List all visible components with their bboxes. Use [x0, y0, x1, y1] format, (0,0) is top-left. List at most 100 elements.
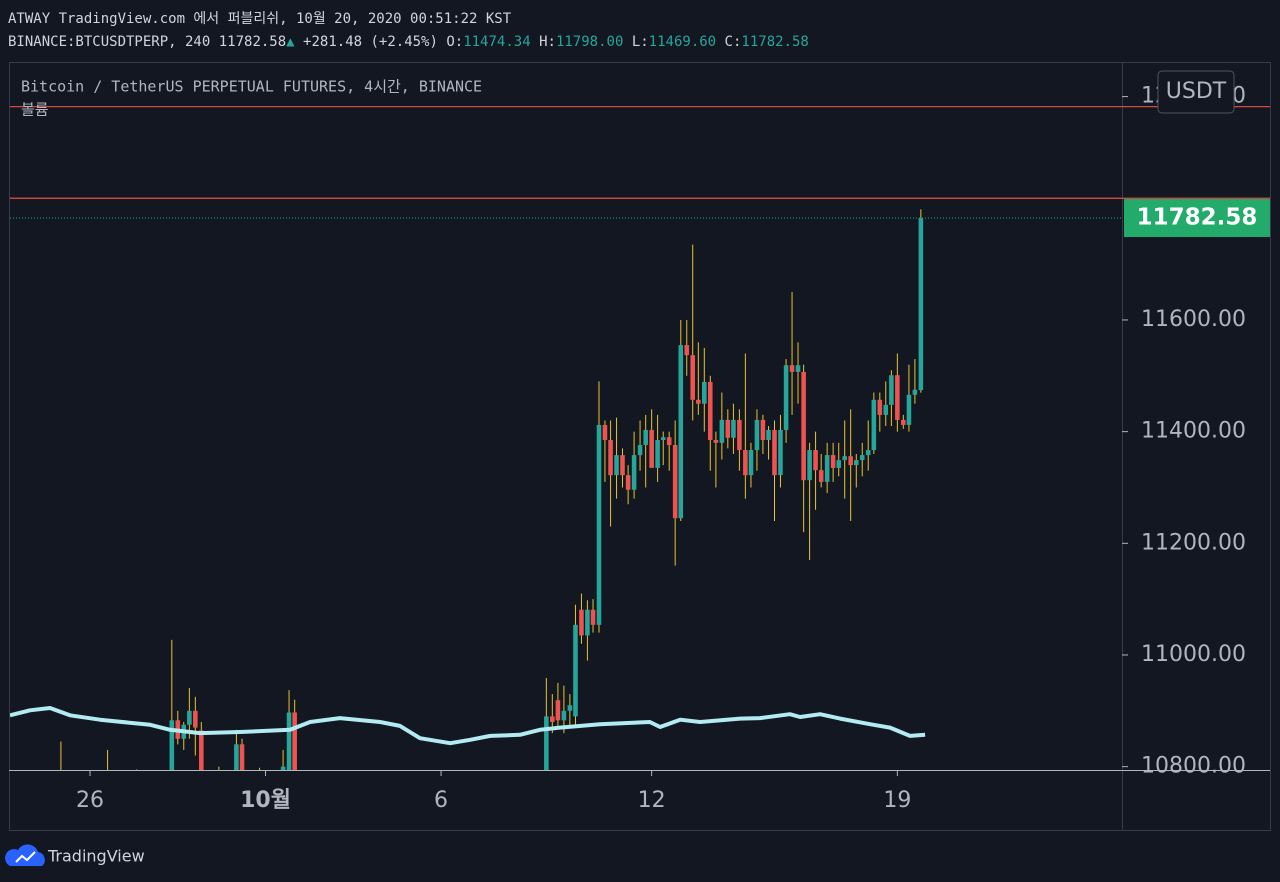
o-label: O:: [446, 34, 464, 50]
candle-body: [754, 419, 760, 451]
candle-body: [795, 365, 801, 372]
high: 11798.00: [555, 34, 624, 50]
last-price-badge: [1124, 199, 1270, 238]
candle-body: [871, 399, 877, 451]
candle-body: [614, 455, 619, 476]
candle-body: [199, 730, 204, 770]
x-tick-label: 10월: [240, 788, 291, 813]
logo-line: [15, 851, 36, 863]
indicator-label: 볼륨: [21, 101, 49, 119]
candle-body: [678, 345, 684, 519]
candle-body: [643, 429, 648, 446]
candle-body: [807, 450, 812, 481]
candle-body: [193, 710, 198, 728]
pane-border: [9, 62, 1271, 831]
candle-body: [217, 778, 222, 784]
candle-body: [590, 609, 596, 625]
candle-body: [660, 437, 666, 441]
last: 11782.58: [218, 34, 287, 50]
candle-body: [649, 429, 654, 468]
candle-body: [859, 455, 865, 461]
candle-body: [725, 419, 731, 438]
candle-body: [906, 394, 912, 425]
logo: [5, 844, 45, 866]
candle-body: [684, 345, 690, 356]
candle-body: [702, 381, 707, 404]
volume-ma-line: [10, 706, 926, 746]
candle-body: [105, 783, 110, 789]
candle-body: [620, 455, 625, 476]
open: 11474.34: [463, 34, 531, 50]
candle-body: [690, 355, 695, 400]
candle-body: [280, 766, 286, 770]
x-tick-label: 26: [76, 788, 104, 813]
candle-body: [895, 375, 900, 420]
arrow: ▲: [286, 34, 295, 50]
candle-body: [865, 450, 871, 456]
l-label: L:: [631, 34, 649, 50]
candle-body: [854, 460, 859, 466]
candle-body: [59, 789, 64, 795]
candle-body: [602, 424, 608, 441]
candle-body: [889, 375, 894, 405]
candle-body: [555, 700, 561, 721]
y-tick-label: 11200.00: [1141, 530, 1246, 555]
candle-body: [707, 381, 713, 441]
low: 11469.60: [648, 34, 717, 50]
candle-body: [901, 419, 906, 425]
candle-body: [550, 716, 555, 722]
candle-body: [239, 744, 245, 770]
candle-body: [625, 475, 631, 490]
candle-body: [748, 450, 754, 476]
x-tick-label: 19: [883, 788, 911, 813]
published: ATWAY TradingView.com 에서 퍼블리쉬, 10월 20, 2…: [8, 11, 512, 27]
candle-body: [719, 419, 725, 443]
candle-body: [713, 440, 719, 443]
candle-body: [608, 440, 613, 476]
candle-body: [836, 460, 842, 468]
unit-label: USDT: [1166, 79, 1227, 104]
candle-body: [544, 716, 549, 770]
candle-body: [743, 450, 748, 476]
header: ATWAY TradingView.com 에서 퍼블리쉬, 10월 20, 2…: [8, 8, 809, 54]
candle-body: [187, 710, 192, 725]
candle-body: [760, 419, 766, 441]
candle-body: [778, 429, 783, 476]
candle-body: [561, 710, 567, 721]
candle-body: [824, 455, 830, 482]
candle-body: [579, 609, 584, 636]
y-tick-label: 11600.00: [1141, 307, 1246, 332]
brand: TradingView: [47, 847, 145, 866]
y-tick-label: 11400.00: [1141, 419, 1246, 444]
candle-body: [169, 720, 175, 770]
unit-badge: [1157, 70, 1235, 114]
candle-body: [766, 429, 771, 441]
plot: [10, 106, 1122, 795]
candle-body: [731, 419, 736, 438]
candle-body: [883, 404, 889, 415]
logo-icon: [5, 844, 45, 866]
close: 11782.58: [741, 34, 809, 50]
x-tick-label: 6: [434, 788, 448, 813]
candle-body: [631, 455, 637, 490]
candle-body: [672, 445, 678, 519]
candle-body: [134, 789, 139, 795]
candle-body: [585, 609, 590, 636]
candle-body: [877, 399, 883, 415]
candle-body: [637, 445, 643, 456]
last-price-label: 11782.58: [1137, 205, 1258, 231]
candle-body: [655, 440, 660, 468]
chart-title: Bitcoin / TetherUS PERPETUAL FUTURES, 4시…: [21, 78, 482, 96]
candle-body: [789, 365, 795, 372]
candle-body: [234, 744, 239, 770]
candle-body: [286, 712, 292, 770]
candle-body: [596, 424, 602, 625]
candle-body: [666, 437, 672, 446]
y-tick-label: 10800.00: [1141, 754, 1246, 779]
candle-body: [567, 705, 573, 711]
candle-body: [818, 470, 824, 482]
candle-body: [801, 371, 806, 481]
candle-body: [573, 624, 578, 717]
